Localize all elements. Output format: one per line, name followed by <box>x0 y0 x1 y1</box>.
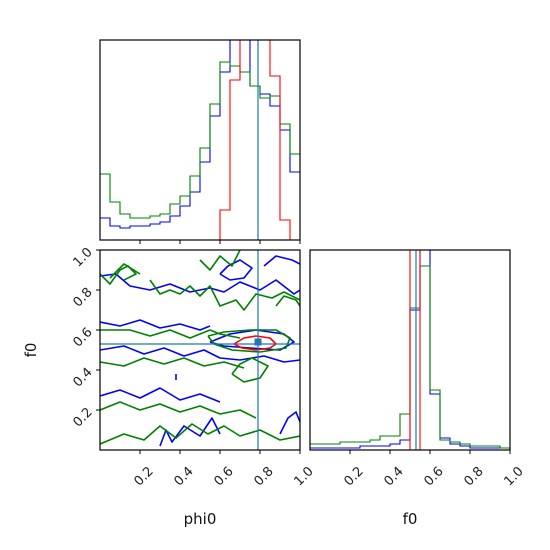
y-tick-label: 1.0 <box>70 245 95 270</box>
x-tick-label: 0.4 <box>171 464 196 489</box>
x-tick-label: 1.0 <box>291 464 316 489</box>
x-tick-label: 0.2 <box>131 464 156 489</box>
y-tick-label: 0.8 <box>70 285 95 310</box>
blue-contour-line <box>100 273 300 295</box>
f0-histogram-panel: 0.2 0.4 0.6 0.8 1.0 <box>309 249 527 489</box>
phi0-f0-contour-panel: 0.2 0.4 0.6 0.8 1.0 0.2 0.4 0.6 0.8 1.0 <box>70 245 316 489</box>
green-contour-line <box>100 423 300 445</box>
blue-contour-line <box>100 319 211 331</box>
blue-contour-line <box>219 259 253 281</box>
x-tick-label: 0.6 <box>421 464 446 489</box>
green-contour-line <box>199 250 241 271</box>
y-tick-label: 0.6 <box>70 325 95 350</box>
x-tick-label: 0.4 <box>381 464 406 489</box>
truth-marker <box>254 338 262 346</box>
green-contour-line <box>100 357 245 369</box>
blue-contour-line <box>100 387 221 403</box>
red-histogram-series <box>100 40 300 240</box>
green-contour-line <box>100 265 137 285</box>
x-tick-label: 0.8 <box>251 464 276 489</box>
y-tick-label: 0.2 <box>70 405 95 430</box>
blue-contour-line <box>279 411 300 435</box>
green-contour-line <box>149 279 300 311</box>
x-tick-label: 0.8 <box>461 464 486 489</box>
blue-contour-line <box>209 329 295 351</box>
green-contour-line <box>231 357 269 383</box>
blue-contour-line <box>263 255 300 267</box>
green-contour-line <box>275 295 300 307</box>
x-tick-label: 0.2 <box>341 464 366 489</box>
x-tick-label: 1.0 <box>501 464 526 489</box>
red-histogram-series <box>409 250 421 450</box>
phi0-histogram-panel <box>99 39 301 244</box>
green-contour-line <box>100 401 257 419</box>
axis-frame <box>99 39 301 241</box>
y-tick-label: 0.4 <box>70 365 95 390</box>
f0-x-axis-label: f0 <box>403 510 418 528</box>
contour-x-axis-label: phi0 <box>184 510 217 528</box>
green-histogram-series <box>100 61 300 219</box>
contour-y-axis-label: f0 <box>22 343 40 358</box>
blue-contour-line <box>100 345 300 363</box>
x-tick-label: 0.6 <box>211 464 236 489</box>
axis-frame <box>309 249 511 451</box>
green-contour-line <box>207 329 291 353</box>
axis-frame <box>99 249 301 451</box>
blue-histogram-series <box>100 40 300 229</box>
green-contour-line <box>109 263 141 279</box>
